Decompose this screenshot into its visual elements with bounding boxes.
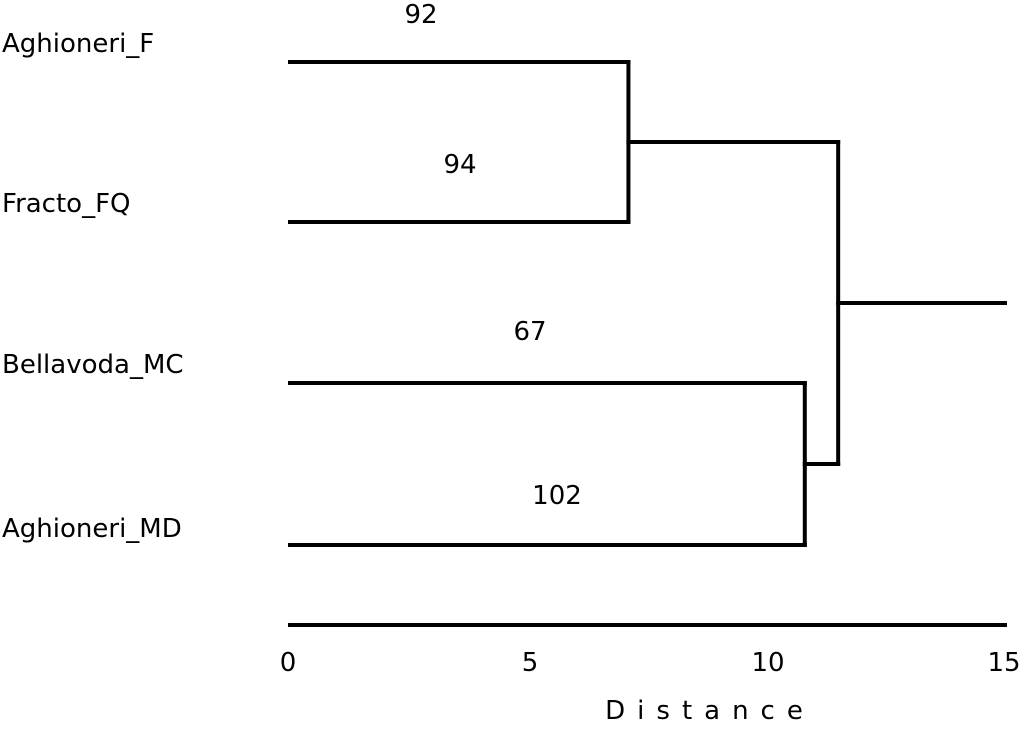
axis-tick-label-5: 5 [521,648,539,678]
branch-label-94: 94 [443,150,477,180]
leaf-label-aghioneri-md: Aghioneri_MD [2,514,182,544]
branch-label-67: 67 [513,317,547,347]
leaf-label-bellavoda-mc: Bellavoda_MC [2,350,184,380]
axis-tick-label-10: 10 [751,648,785,678]
axis-title: Distance [605,696,815,726]
axis-tick-label-0: 0 [279,648,297,678]
axis-tick-label-15: 15 [987,648,1021,678]
leaf-label-aghioneri-f: Aghioneri_F [2,29,155,59]
branch-label-102: 102 [532,481,582,511]
leaf-label-fracto-fq: Fracto_FQ [2,189,131,219]
branch-label-92: 92 [404,0,438,30]
